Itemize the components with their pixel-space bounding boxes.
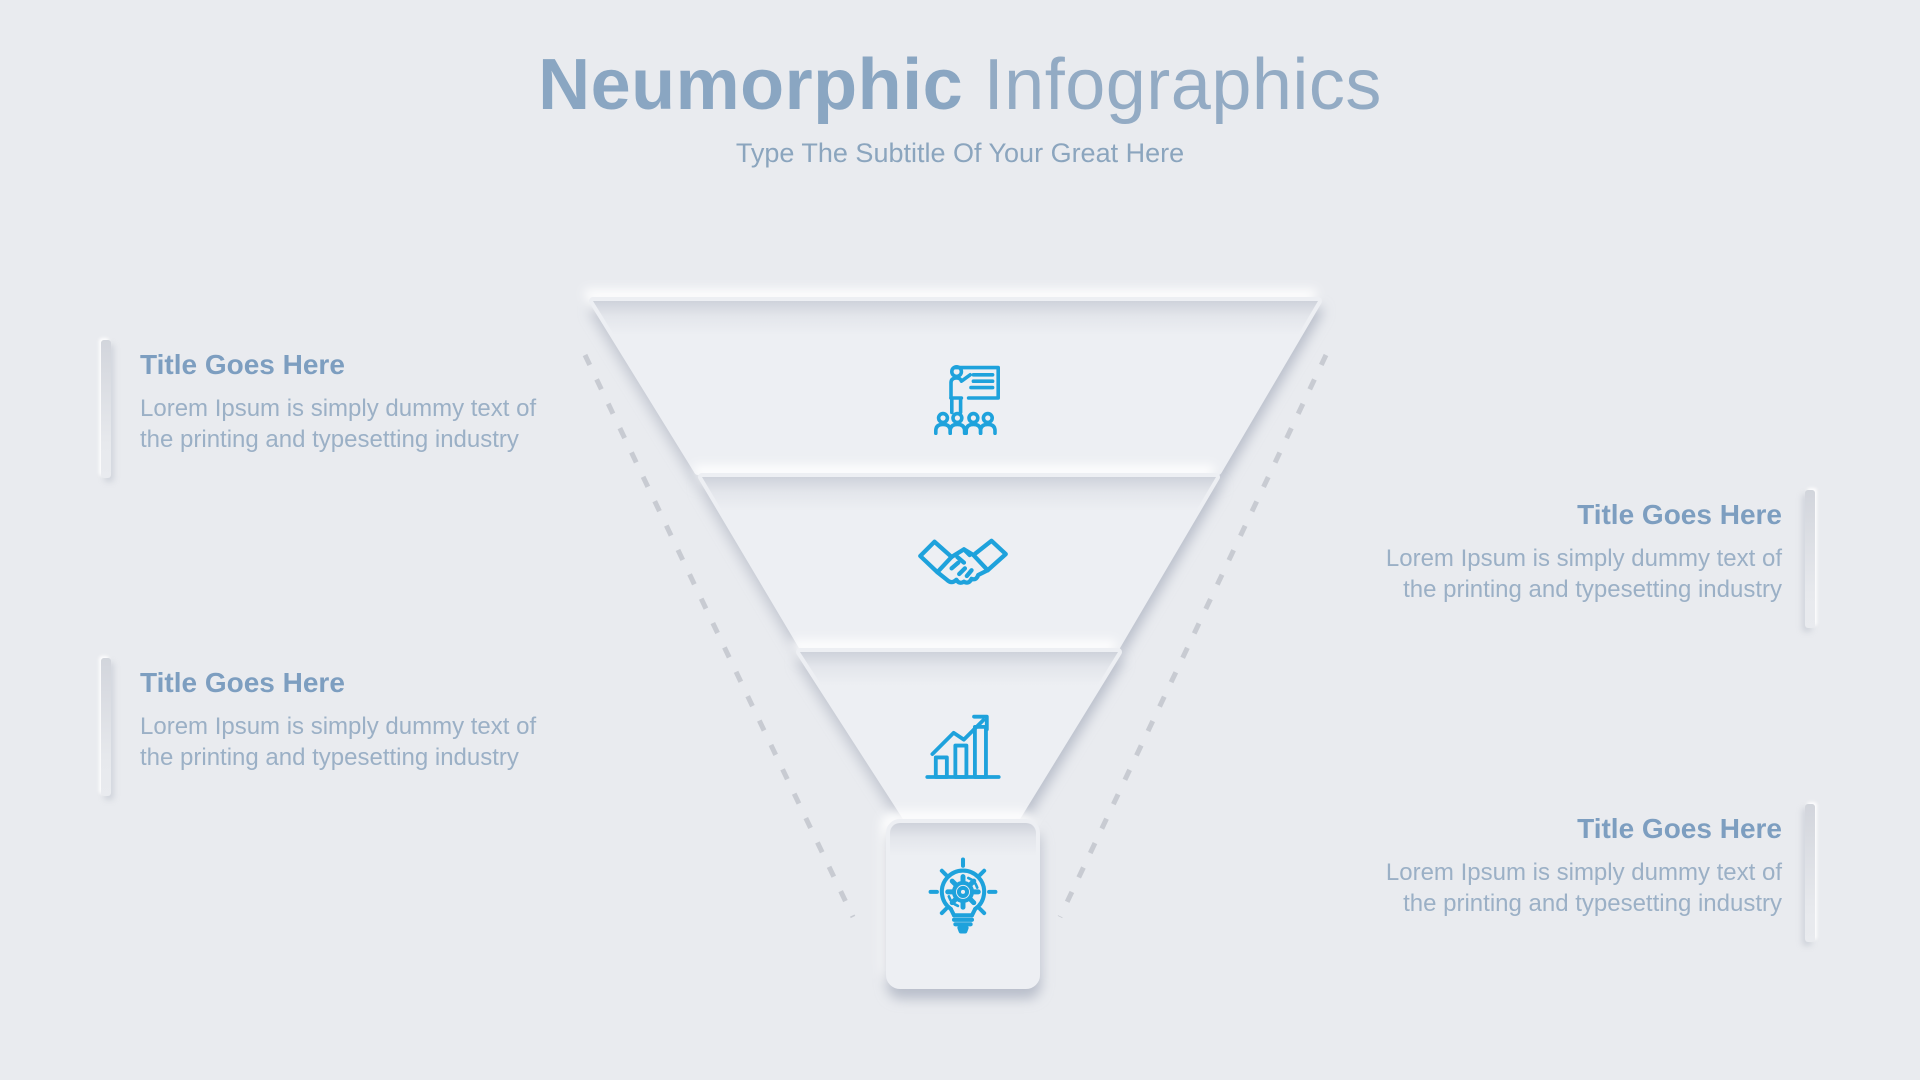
callout-accent-bar (101, 340, 111, 478)
left-dashed-guide (582, 353, 856, 919)
callout-bottom-left: Title Goes Here Lorem Ipsum is simply du… (101, 658, 555, 796)
callout-title: Title Goes Here (1577, 499, 1782, 530)
funnel-level-1 (589, 297, 1322, 475)
presentation-icon (934, 365, 1001, 436)
handshake-icon (918, 538, 1008, 585)
callout-bottom-right: Title Goes Here Lorem Ipsum is simply du… (1367, 804, 1815, 942)
slide-header: Neumorphic Infographics Type The Subtitl… (0, 45, 1920, 169)
funnel-svg (582, 297, 1329, 989)
callout-title: Title Goes Here (1577, 813, 1782, 844)
callout-title: Title Goes Here (140, 349, 345, 380)
callout-accent-bar (1805, 804, 1815, 942)
callout-top-left: Title Goes Here Lorem Ipsum is simply du… (101, 340, 555, 478)
growth-chart-icon (925, 714, 1001, 779)
right-dashed-guide (1057, 353, 1329, 919)
page-subtitle: Type The Subtitle Of Your Great Here (735, 137, 1185, 168)
callout-accent-bar (1805, 490, 1815, 628)
callout-body: Lorem Ipsum is simply dummy text of the … (1385, 858, 1782, 918)
callout-title: Title Goes Here (140, 667, 345, 698)
callout-accent-bar (101, 658, 111, 796)
callout-body: Lorem Ipsum is simply dummy text of the … (1385, 544, 1782, 604)
page-title: Neumorphic Infographics (0, 45, 1920, 125)
title-bold-part: Neumorphic (538, 45, 964, 125)
callout-top-right: Title Goes Here Lorem Ipsum is simply du… (1367, 490, 1815, 628)
callout-body: Lorem Ipsum is simply dummy text of the … (140, 712, 537, 772)
funnel-diagram (560, 280, 1360, 1020)
callout-body: Lorem Ipsum is simply dummy text of the … (140, 394, 537, 454)
innovation-icon (928, 857, 998, 934)
title-light-part: Infographics (983, 45, 1382, 125)
